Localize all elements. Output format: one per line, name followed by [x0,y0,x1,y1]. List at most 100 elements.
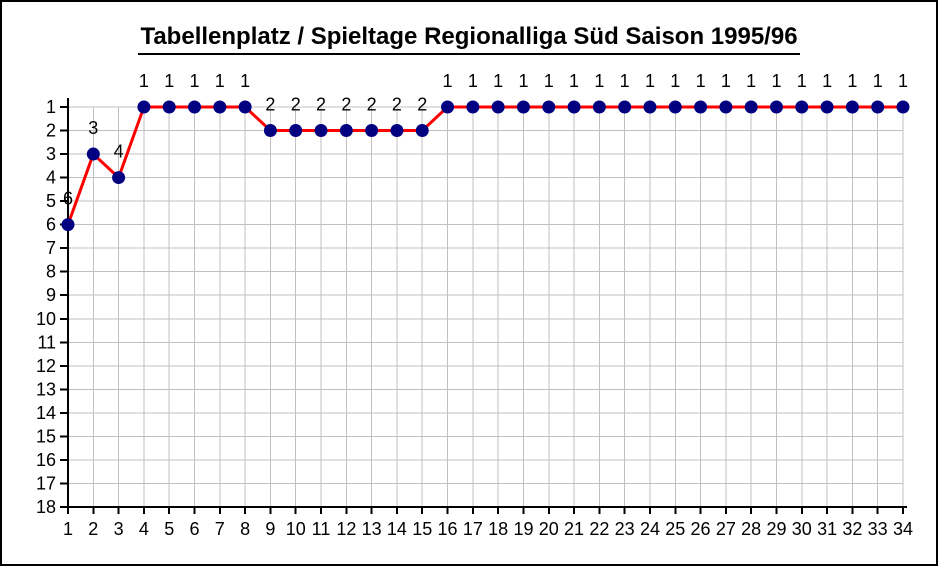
x-tick-label: 27 [716,519,736,539]
y-tick-label: 10 [36,309,56,329]
x-tick-label: 11 [312,519,331,539]
data-label: 2 [341,95,351,115]
x-tick-label: 15 [412,519,432,539]
x-tick-label: 24 [640,519,660,539]
y-tick-label: 18 [36,497,56,517]
data-point [289,124,303,138]
data-point [592,100,606,114]
y-tick-label: 11 [37,332,56,352]
x-tick-label: 4 [139,519,149,539]
x-tick-label: 33 [868,519,888,539]
x-tick-label: 31 [817,519,837,539]
data-label: 1 [873,71,883,91]
data-label: 1 [468,71,478,91]
y-tick-label: 14 [36,403,56,423]
x-tick-label: 18 [488,519,508,539]
data-label: 2 [291,95,301,115]
x-tick-label: 29 [766,519,786,539]
x-tick-label: 2 [88,519,98,539]
data-label: 1 [645,71,655,91]
data-point [845,100,859,114]
data-label: 1 [139,71,149,91]
y-tick-label: 7 [46,238,56,258]
data-point [795,100,809,114]
data-point [112,171,126,185]
data-point [137,100,151,114]
y-tick-label: 15 [36,426,56,446]
data-point [314,124,328,138]
x-tick-label: 13 [362,519,382,539]
data-label: 1 [594,71,604,91]
y-tick-label: 16 [36,450,56,470]
data-point [820,100,834,114]
x-tick-label: 30 [792,519,812,539]
y-tick-label: 2 [46,121,56,141]
x-tick-label: 9 [265,519,275,539]
x-tick-label: 10 [286,519,306,539]
y-tick-label: 12 [36,356,56,376]
data-label: 2 [392,95,402,115]
data-label: 2 [316,95,326,115]
data-label: 1 [797,71,807,91]
data-point [86,147,100,161]
data-label: 1 [443,71,453,91]
data-label: 1 [215,71,225,91]
axes [60,98,907,514]
data-point [238,100,252,114]
data-label: 1 [696,71,706,91]
data-point [668,100,682,114]
y-tick-label: 8 [46,262,56,282]
x-tick-label: 23 [615,519,635,539]
y-tick-label: 13 [36,379,56,399]
data-point [441,100,455,114]
data-point [744,100,758,114]
x-tick-label: 25 [665,519,685,539]
data-label: 1 [240,71,250,91]
data-point [466,100,480,114]
data-point [542,100,556,114]
data-label: 1 [771,71,781,91]
x-tick-label: 21 [564,519,584,539]
y-tick-label: 3 [46,144,56,164]
data-label: 1 [620,71,630,91]
x-tick-label: 7 [215,519,225,539]
data-point [896,100,910,114]
y-tick-label: 4 [46,168,56,188]
data-label: 6 [63,189,73,209]
data-point [365,124,379,138]
data-point [694,100,708,114]
data-point [516,100,530,114]
chart-title: Tabellenplatz / Spieltage Regionalliga S… [2,23,936,55]
x-tick-label: 16 [438,519,458,539]
data-point [61,218,75,232]
data-point [162,100,176,114]
data-point [213,100,227,114]
data-label: 1 [569,71,579,91]
x-tick-label: 5 [164,519,174,539]
data-label: 1 [544,71,554,91]
data-label: 1 [190,71,200,91]
y-tick-label: 1 [46,97,56,117]
series-line [66,105,903,226]
data-point [719,100,733,114]
x-tick-label: 12 [336,519,356,539]
data-point [491,100,505,114]
gridlines [68,106,904,507]
data-point [618,100,632,114]
data-label: 1 [746,71,756,91]
data-label: 2 [417,95,427,115]
x-tick-label: 19 [513,519,533,539]
x-tick-label: 3 [114,519,124,539]
data-label: 1 [721,71,731,91]
data-point [871,100,885,114]
data-point [643,100,657,114]
x-tick-label: 32 [842,519,862,539]
data-point [390,124,404,138]
data-label: 2 [367,95,377,115]
x-tick-label: 22 [589,519,609,539]
x-tick-label: 14 [387,519,407,539]
x-tick-label: 26 [691,519,711,539]
